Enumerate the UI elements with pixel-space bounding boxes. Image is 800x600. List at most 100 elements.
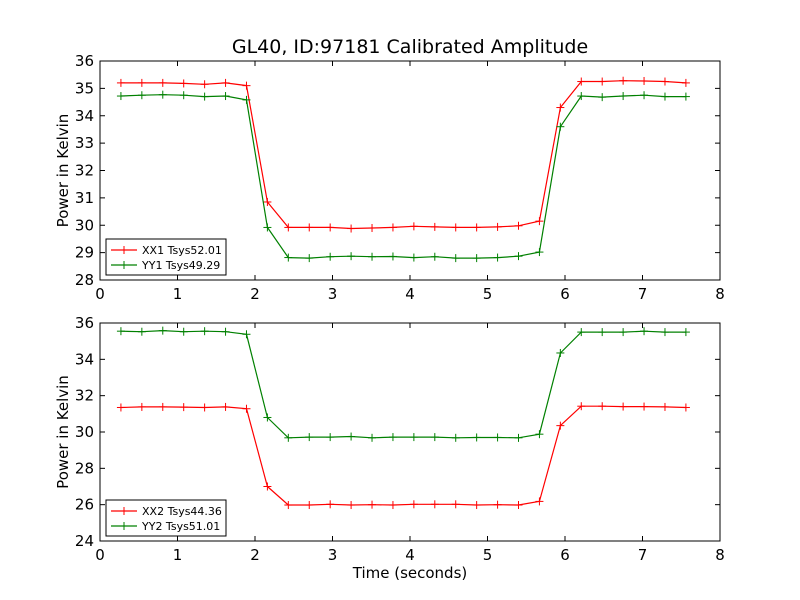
- x-tick-label: 8: [715, 285, 725, 303]
- data-point: [409, 253, 418, 262]
- data-point: [556, 348, 565, 357]
- data-point: [242, 81, 251, 90]
- legend-label: XX1 Tsys52.01: [142, 244, 222, 257]
- data-point: [451, 500, 460, 509]
- y-tick-label: 36: [75, 314, 94, 332]
- data-point: [284, 433, 293, 442]
- data-point: [137, 402, 146, 411]
- data-point: [284, 223, 293, 232]
- data-point: [179, 79, 188, 88]
- data-point: [137, 91, 146, 100]
- x-tick-label: 2: [250, 546, 260, 564]
- data-point: [556, 421, 565, 430]
- data-point: [326, 252, 335, 261]
- y-tick-label: 24: [75, 532, 94, 550]
- data-point: [221, 402, 230, 411]
- y-tick-label: 29: [75, 244, 94, 262]
- x-tick-label: 0: [95, 285, 105, 303]
- series-line-2: [120, 94, 686, 259]
- data-point: [221, 78, 230, 87]
- data-point: [158, 78, 167, 87]
- legend-label: YY1 Tsys49.29: [141, 259, 220, 272]
- legend-label: YY2 Tsys51.01: [141, 520, 220, 533]
- data-point: [493, 500, 502, 509]
- legend: XX1 Tsys52.01 YY1 Tsys49.29: [105, 238, 227, 276]
- data-point: [158, 326, 167, 335]
- x-tick-label: 3: [328, 546, 338, 564]
- data-point: [619, 92, 628, 101]
- data-point: [451, 223, 460, 232]
- x-tick-label: 8: [715, 546, 725, 564]
- data-point: [430, 252, 439, 261]
- y-tick-label: 32: [75, 162, 94, 180]
- data-point: [158, 90, 167, 99]
- data-point: [681, 78, 690, 87]
- data-point: [535, 430, 544, 439]
- data-point: [326, 433, 335, 442]
- y-tick-label: 36: [75, 52, 94, 70]
- data-point: [263, 197, 272, 206]
- y-tick-label: 33: [75, 134, 94, 152]
- data-point: [388, 433, 397, 442]
- data-point: [619, 328, 628, 337]
- data-point: [388, 223, 397, 232]
- y-tick-label: 30: [75, 423, 94, 441]
- data-point: [681, 403, 690, 412]
- data-point: [681, 328, 690, 337]
- data-point: [577, 77, 586, 86]
- data-point: [200, 403, 209, 412]
- data-point: [116, 92, 125, 101]
- data-point: [347, 224, 356, 233]
- data-point: [409, 433, 418, 442]
- x-tick-label: 6: [560, 546, 570, 564]
- y-tick-label: 30: [75, 216, 94, 234]
- data-point: [451, 254, 460, 263]
- x-tick-label: 2: [250, 285, 260, 303]
- data-point: [263, 482, 272, 491]
- y-tick-label: 34: [75, 107, 94, 125]
- data-point: [493, 433, 502, 442]
- data-point: [660, 92, 669, 101]
- series-line-1: [120, 405, 686, 506]
- data-point: [158, 402, 167, 411]
- data-point: [305, 254, 314, 263]
- legend-box: [105, 238, 227, 276]
- data-point: [514, 501, 523, 510]
- data-point: [326, 500, 335, 509]
- data-point: [179, 327, 188, 336]
- y-axis-label: Power in Kelvin: [54, 114, 72, 228]
- data-point: [179, 91, 188, 100]
- legend-box: [105, 499, 227, 537]
- x-tick-label: 1: [173, 546, 183, 564]
- data-point: [514, 252, 523, 261]
- data-point: [472, 254, 481, 263]
- data-point: [472, 223, 481, 232]
- data-point: [409, 222, 418, 231]
- data-point: [263, 413, 272, 422]
- data-point: [430, 500, 439, 509]
- data-point: [640, 76, 649, 85]
- y-tick-label: 31: [75, 189, 94, 207]
- data-point: [556, 122, 565, 131]
- chart-title: GL40, ID:97181 Calibrated Amplitude: [232, 36, 588, 58]
- data-point: [430, 433, 439, 442]
- data-point: [430, 222, 439, 231]
- x-tick-label: 1: [173, 285, 183, 303]
- data-point: [179, 403, 188, 412]
- data-point: [619, 76, 628, 85]
- data-point: [577, 402, 586, 411]
- data-point: [535, 217, 544, 226]
- data-point: [116, 327, 125, 336]
- data-point: [660, 77, 669, 86]
- data-point: [137, 327, 146, 336]
- data-point: [640, 91, 649, 100]
- data-point: [556, 103, 565, 112]
- data-point: [577, 328, 586, 337]
- data-point: [598, 93, 607, 102]
- data-point: [640, 327, 649, 336]
- x-tick-label: 0: [95, 546, 105, 564]
- y-axis-label: Power in Kelvin: [54, 375, 72, 489]
